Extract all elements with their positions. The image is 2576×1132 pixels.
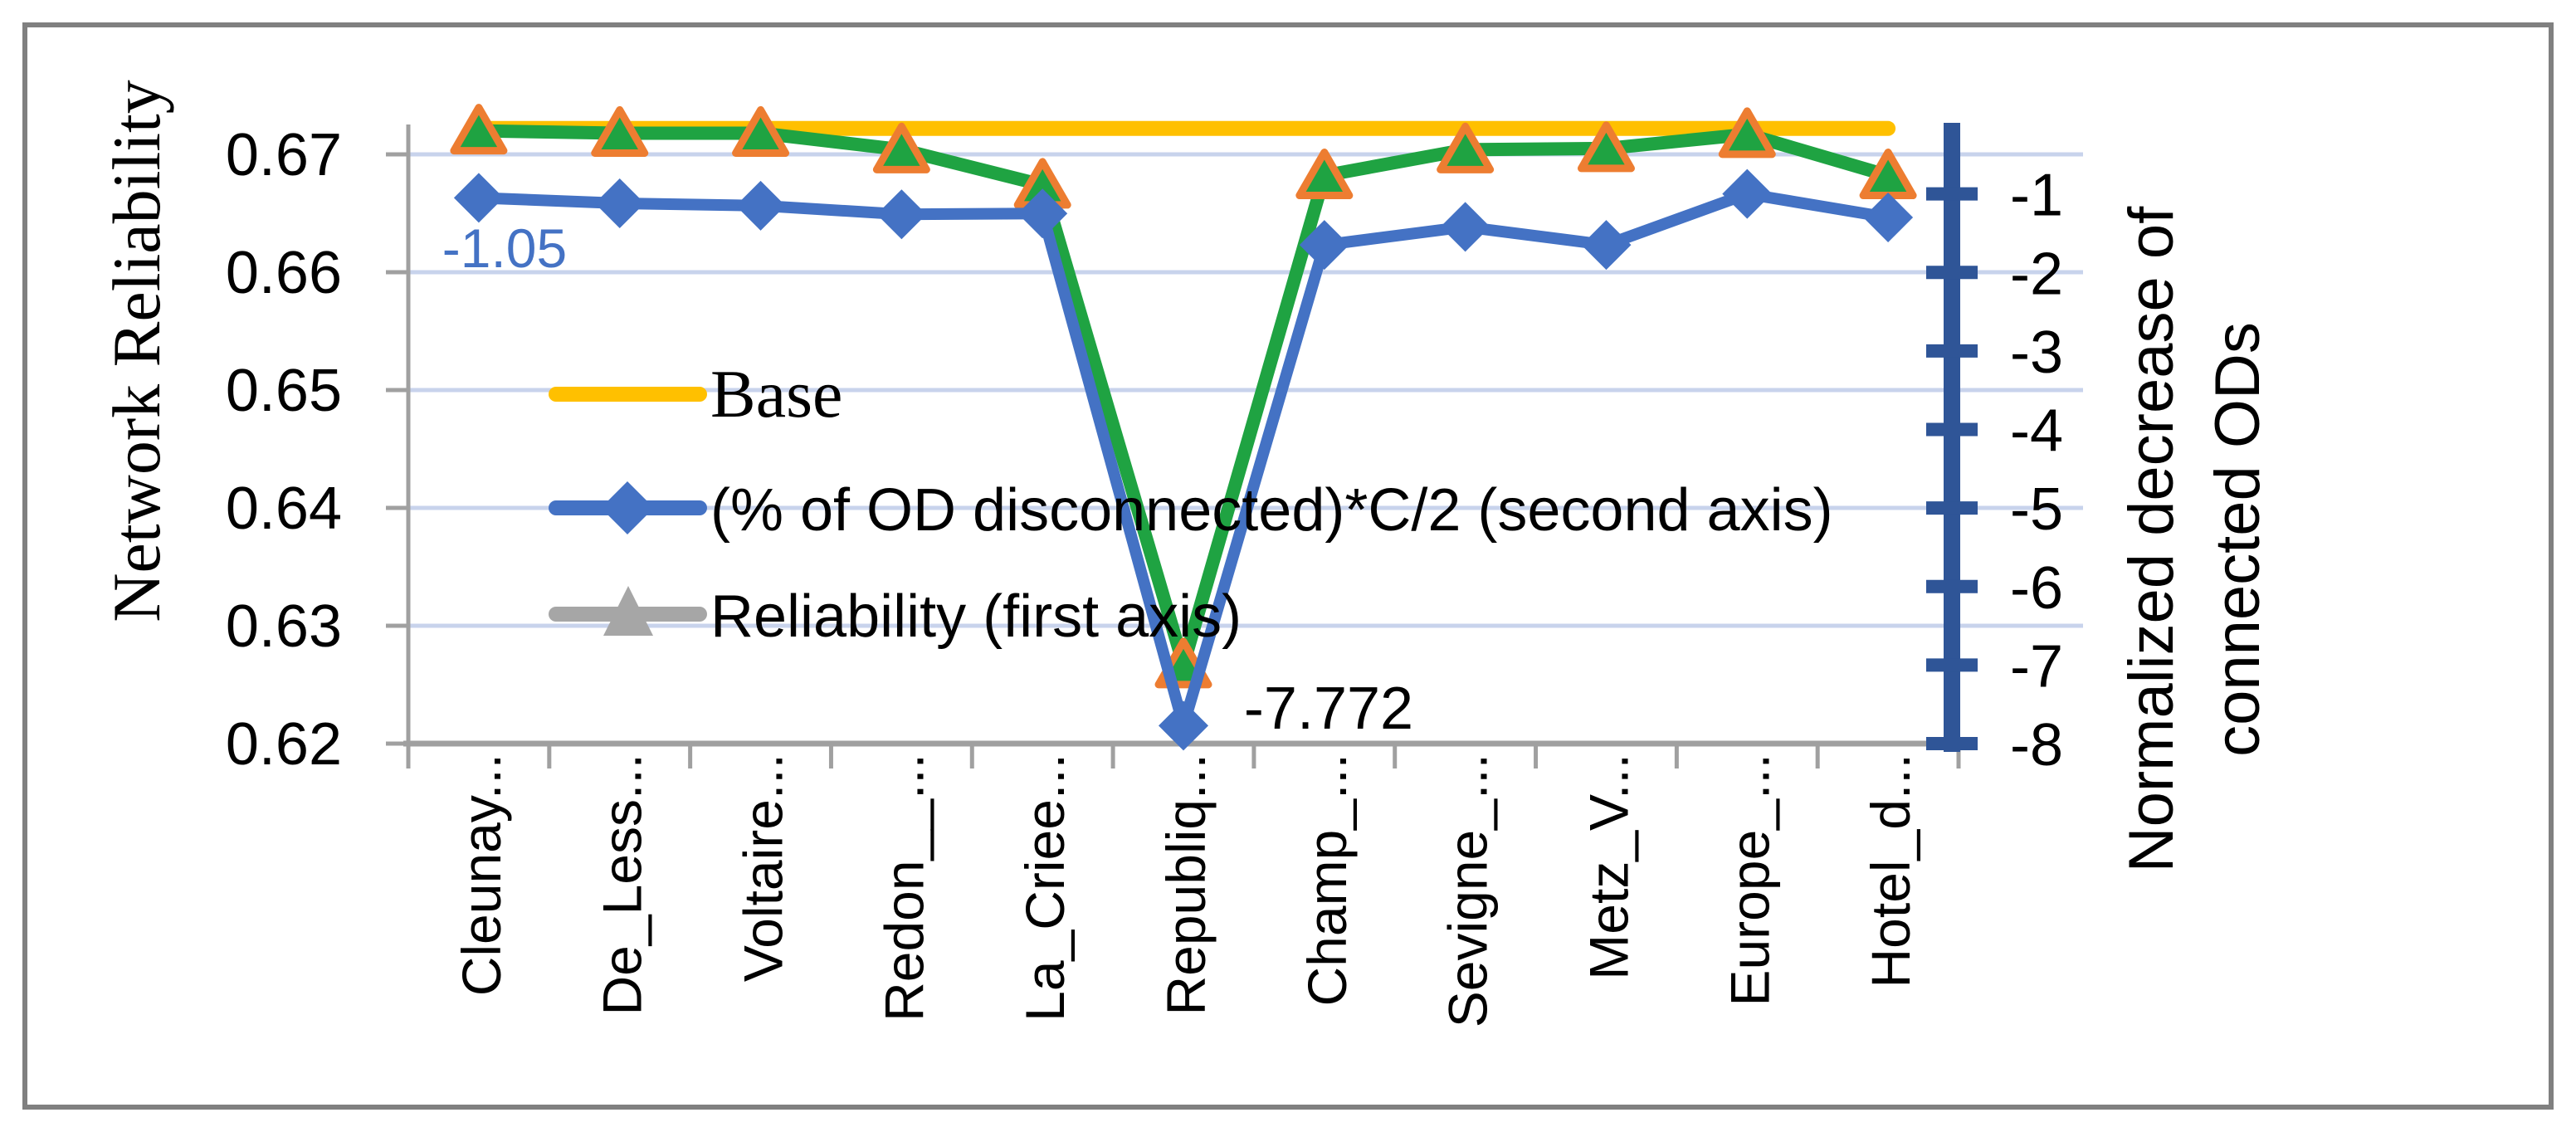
- left-axis-title: Network Reliability: [99, 80, 174, 622]
- reliability-triangle-marker: [732, 105, 790, 157]
- right-axis-tick-label: -7: [2010, 633, 2063, 700]
- right-axis-tick: [1926, 266, 1978, 280]
- od-diamond-marker: [1581, 220, 1632, 271]
- od-diamond-marker: [1017, 188, 1068, 239]
- od-diamond-marker: [1863, 193, 1914, 243]
- left-axis-tick-label: 0.65: [226, 358, 342, 424]
- legend-base-label: Base: [710, 356, 842, 432]
- legend-entry-od-disconnected[interactable]: (% of OD disconnected)*C/2 (second axis): [549, 477, 1833, 544]
- left-axis-tick-label: 0.63: [226, 593, 342, 660]
- od-diamond-marker: [594, 178, 645, 228]
- x-axis-category-label: Metz_V...: [1578, 754, 1639, 980]
- x-axis-category-label: Republiq...: [1155, 754, 1217, 1016]
- reliability-triangle-marker: [1437, 122, 1495, 173]
- right-axis-tick: [1926, 187, 1978, 201]
- x-axis-category-label: De_Less...: [592, 754, 653, 1016]
- right-axis-tick-label: -8: [2010, 712, 2063, 778]
- data-label-min-point: -7.772: [1244, 676, 1413, 742]
- x-axis-category-label: Redon__...: [873, 754, 934, 1022]
- figure-border: [22, 22, 2554, 1110]
- series-plot-area: [450, 104, 1917, 751]
- legend-od-label: (% of OD disconnected)*C/2 (second axis): [710, 477, 1833, 544]
- left-axis-tick-label: 0.66: [226, 240, 342, 306]
- od-diamond-marker: [876, 189, 927, 240]
- reliability-triangle-marker: [450, 104, 508, 155]
- od-diamond-marker: [453, 173, 504, 223]
- x-axis-category-label: Voltaire...: [733, 754, 794, 982]
- right-axis-tick: [1926, 658, 1978, 672]
- legend-entry-reliability[interactable]: Reliability (first axis): [549, 583, 1242, 650]
- reliability-triangle-marker: [1295, 149, 1354, 200]
- right-axis-tick-label: -5: [2010, 476, 2063, 543]
- right-axis-tick: [1926, 579, 1978, 593]
- x-axis-category-label: Sevigne_...: [1437, 754, 1499, 1027]
- right-axis-title-line2: connected ODs: [2203, 322, 2273, 757]
- od-diamond-marker: [1299, 220, 1349, 271]
- legend-reliability-label: Reliability (first axis): [710, 583, 1242, 650]
- right-axis-tick-label: -4: [2010, 398, 2063, 465]
- data-label-first-point: -1.05: [442, 217, 567, 279]
- right-axis-tick: [1926, 501, 1978, 515]
- data-labels: -1.05 -7.772: [442, 217, 1413, 742]
- legend-triangle-marker-icon: [603, 586, 653, 636]
- x-axis-category-label: Hotel_d...: [1860, 754, 1921, 988]
- od-diamond-marker: [1440, 202, 1490, 252]
- right-axis-tick: [1926, 737, 1978, 750]
- right-y-axis: -1 -2 -3 -4 -5 -6 -7 -8: [1926, 123, 2063, 778]
- reliability-triangle-marker: [591, 105, 649, 157]
- right-axis-tick-label: -6: [2010, 555, 2063, 622]
- left-axis-tick-label: 0.67: [226, 122, 342, 188]
- legend-entry-base[interactable]: Base: [549, 356, 842, 432]
- od-diamond-marker: [735, 180, 786, 231]
- right-axis-tick: [1926, 344, 1978, 358]
- right-axis-tick-label: -3: [2010, 320, 2063, 386]
- od-diamond-marker: [1722, 168, 1773, 219]
- right-axis-tick-label: -2: [2010, 241, 2063, 307]
- x-axis: Cleunay... De_Less... Voltaire... Redon__..…: [403, 740, 1964, 1027]
- x-axis-category-label: Europe_...: [1719, 754, 1780, 1007]
- left-axis-tick-label: 0.64: [226, 476, 342, 542]
- legend-diamond-marker-icon: [601, 481, 654, 534]
- legend: Base (% of OD disconnected)*C/2 (second …: [549, 356, 1833, 650]
- right-axis-tick: [1926, 422, 1978, 437]
- od-diamond-marker: [1159, 700, 1208, 751]
- x-axis-category-label: La_Criee...: [1014, 754, 1076, 1022]
- reliability-triangle-marker: [1577, 121, 1635, 173]
- reliability-triangle-marker: [872, 122, 930, 173]
- x-axis-category-label: Champ_...: [1296, 754, 1358, 1006]
- right-axis-title-line1: Normalized decrease of: [2116, 206, 2187, 872]
- reliability-triangle-marker: [1718, 107, 1776, 159]
- x-axis-category-label: Cleunay...: [451, 754, 512, 996]
- left-axis-tick-label: 0.62: [226, 711, 342, 778]
- left-y-axis: 0.67 0.66 0.65 0.64 0.63 0.62: [226, 122, 411, 778]
- right-axis-tick-label: -1: [2010, 163, 2063, 229]
